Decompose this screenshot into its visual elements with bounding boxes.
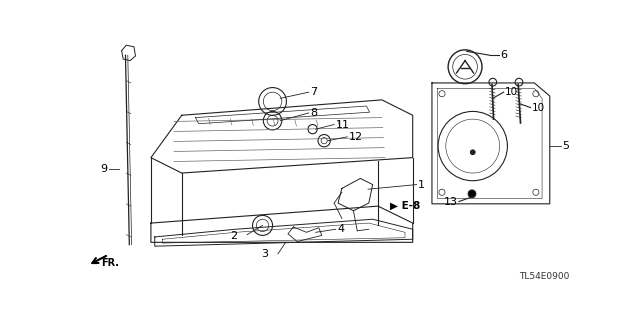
Text: 9: 9: [100, 164, 108, 174]
Text: 5: 5: [562, 141, 569, 151]
Text: 12: 12: [349, 132, 363, 142]
Text: 4: 4: [337, 224, 344, 234]
Text: 6: 6: [500, 50, 508, 60]
Text: 2: 2: [230, 231, 237, 241]
Text: 3: 3: [261, 249, 268, 259]
Circle shape: [468, 190, 476, 198]
Text: 7: 7: [310, 87, 317, 97]
Text: 8: 8: [310, 108, 317, 118]
Text: TL54E0900: TL54E0900: [519, 272, 570, 281]
Text: FR.: FR.: [101, 258, 119, 268]
Text: ▶ E-8: ▶ E-8: [390, 201, 420, 211]
Text: 13: 13: [444, 197, 458, 206]
Circle shape: [470, 150, 475, 154]
Circle shape: [489, 78, 497, 86]
Text: 10: 10: [505, 87, 518, 97]
Text: 11: 11: [336, 120, 349, 130]
Circle shape: [515, 78, 523, 86]
Text: 1: 1: [418, 180, 425, 189]
Text: 10: 10: [532, 103, 545, 113]
